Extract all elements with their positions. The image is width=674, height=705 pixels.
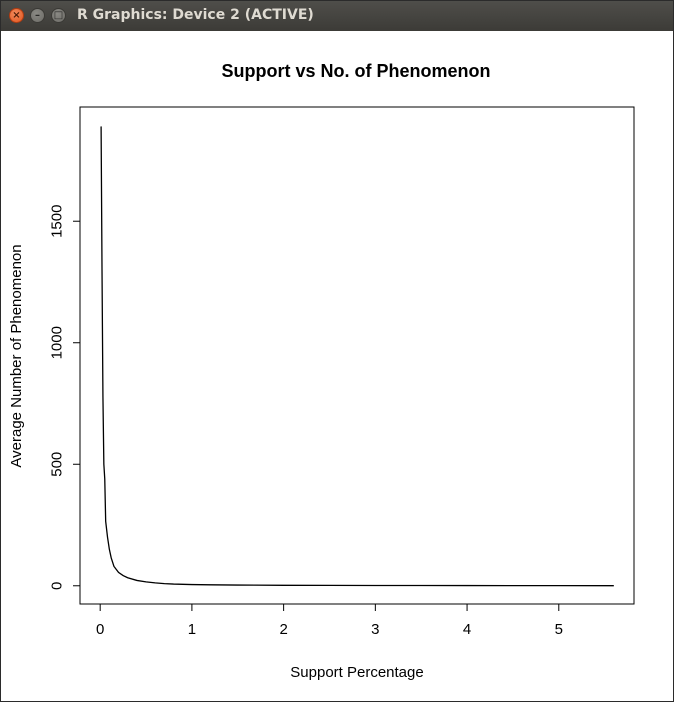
y-tick-label: 1000 bbox=[49, 326, 66, 359]
y-axis-label: Average Number of Phenomenon bbox=[8, 244, 25, 467]
y-tick-label: 1500 bbox=[49, 205, 66, 238]
close-icon[interactable]: × bbox=[9, 8, 24, 23]
x-tick-label: 0 bbox=[96, 621, 104, 638]
x-axis-label: Support Percentage bbox=[290, 664, 423, 681]
plot-box bbox=[79, 106, 635, 605]
minimize-icon[interactable]: – bbox=[30, 8, 45, 23]
x-tick-label: 5 bbox=[555, 621, 563, 638]
chart-title: Support vs No. of Phenomenon bbox=[222, 61, 491, 81]
y-tick-label: 0 bbox=[49, 582, 66, 590]
window-title: R Graphics: Device 2 (ACTIVE) bbox=[77, 7, 314, 23]
x-axis: 0 1 2 3 4 5 bbox=[96, 603, 563, 638]
series-line bbox=[100, 126, 614, 587]
y-tick-label: 500 bbox=[49, 452, 66, 477]
maximize-icon[interactable]: □ bbox=[51, 8, 66, 23]
line-chart: Support vs No. of Phenomenon 0 1 2 3 4 5 0 500… bbox=[8, 61, 635, 681]
x-tick-label: 3 bbox=[371, 621, 379, 638]
x-tick-label: 4 bbox=[463, 621, 471, 638]
title-bar[interactable]: × – □ R Graphics: Device 2 (ACTIVE) bbox=[1, 1, 673, 31]
y-axis: 0 500 1000 1500 bbox=[49, 205, 81, 590]
plot-canvas: Support vs No. of Phenomenon 0 1 2 3 4 5 0 500… bbox=[1, 31, 673, 701]
x-tick-label: 1 bbox=[188, 621, 196, 638]
x-tick-label: 2 bbox=[279, 621, 287, 638]
